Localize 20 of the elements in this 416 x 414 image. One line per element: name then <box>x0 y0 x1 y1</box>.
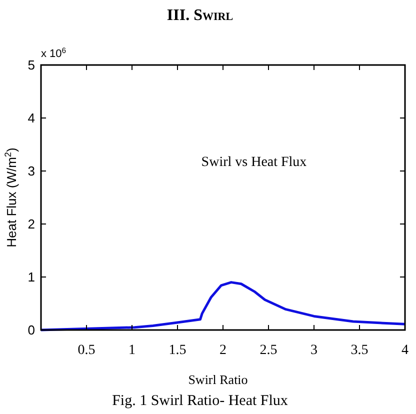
y-tick-label: 4 <box>28 110 35 126</box>
caption: Fig. 1 Swirl Ratio- Heat Flux <box>112 393 288 409</box>
x-tick-label: 3 <box>310 343 318 358</box>
x-tick-label: 2 <box>220 343 226 358</box>
y-tick-label: 5 <box>28 58 35 73</box>
x-tick-label: 4 <box>402 343 408 358</box>
x-tick-label: 3.5 <box>350 343 368 358</box>
x-tick-label: 0.5 <box>78 343 96 358</box>
annotation: Swirl vs Heat Flux <box>201 155 307 170</box>
x-axis-title: Swirl Ratio <box>188 372 248 387</box>
text: x 10$^{6}$ <box>41 46 66 60</box>
y-tick-label: 3 <box>28 164 35 179</box>
x-tick-label: 2.5 <box>260 343 278 358</box>
x-tick-label: 1 <box>128 343 136 358</box>
y-tick-label: 2 <box>28 216 35 232</box>
y-tick-label: 1 <box>28 270 35 285</box>
y-tick-label: 0 <box>28 322 35 338</box>
x-tick-label: 1.5 <box>168 343 186 358</box>
line-series <box>40 281 406 332</box>
chart-title: III. Swirl <box>166 7 234 24</box>
